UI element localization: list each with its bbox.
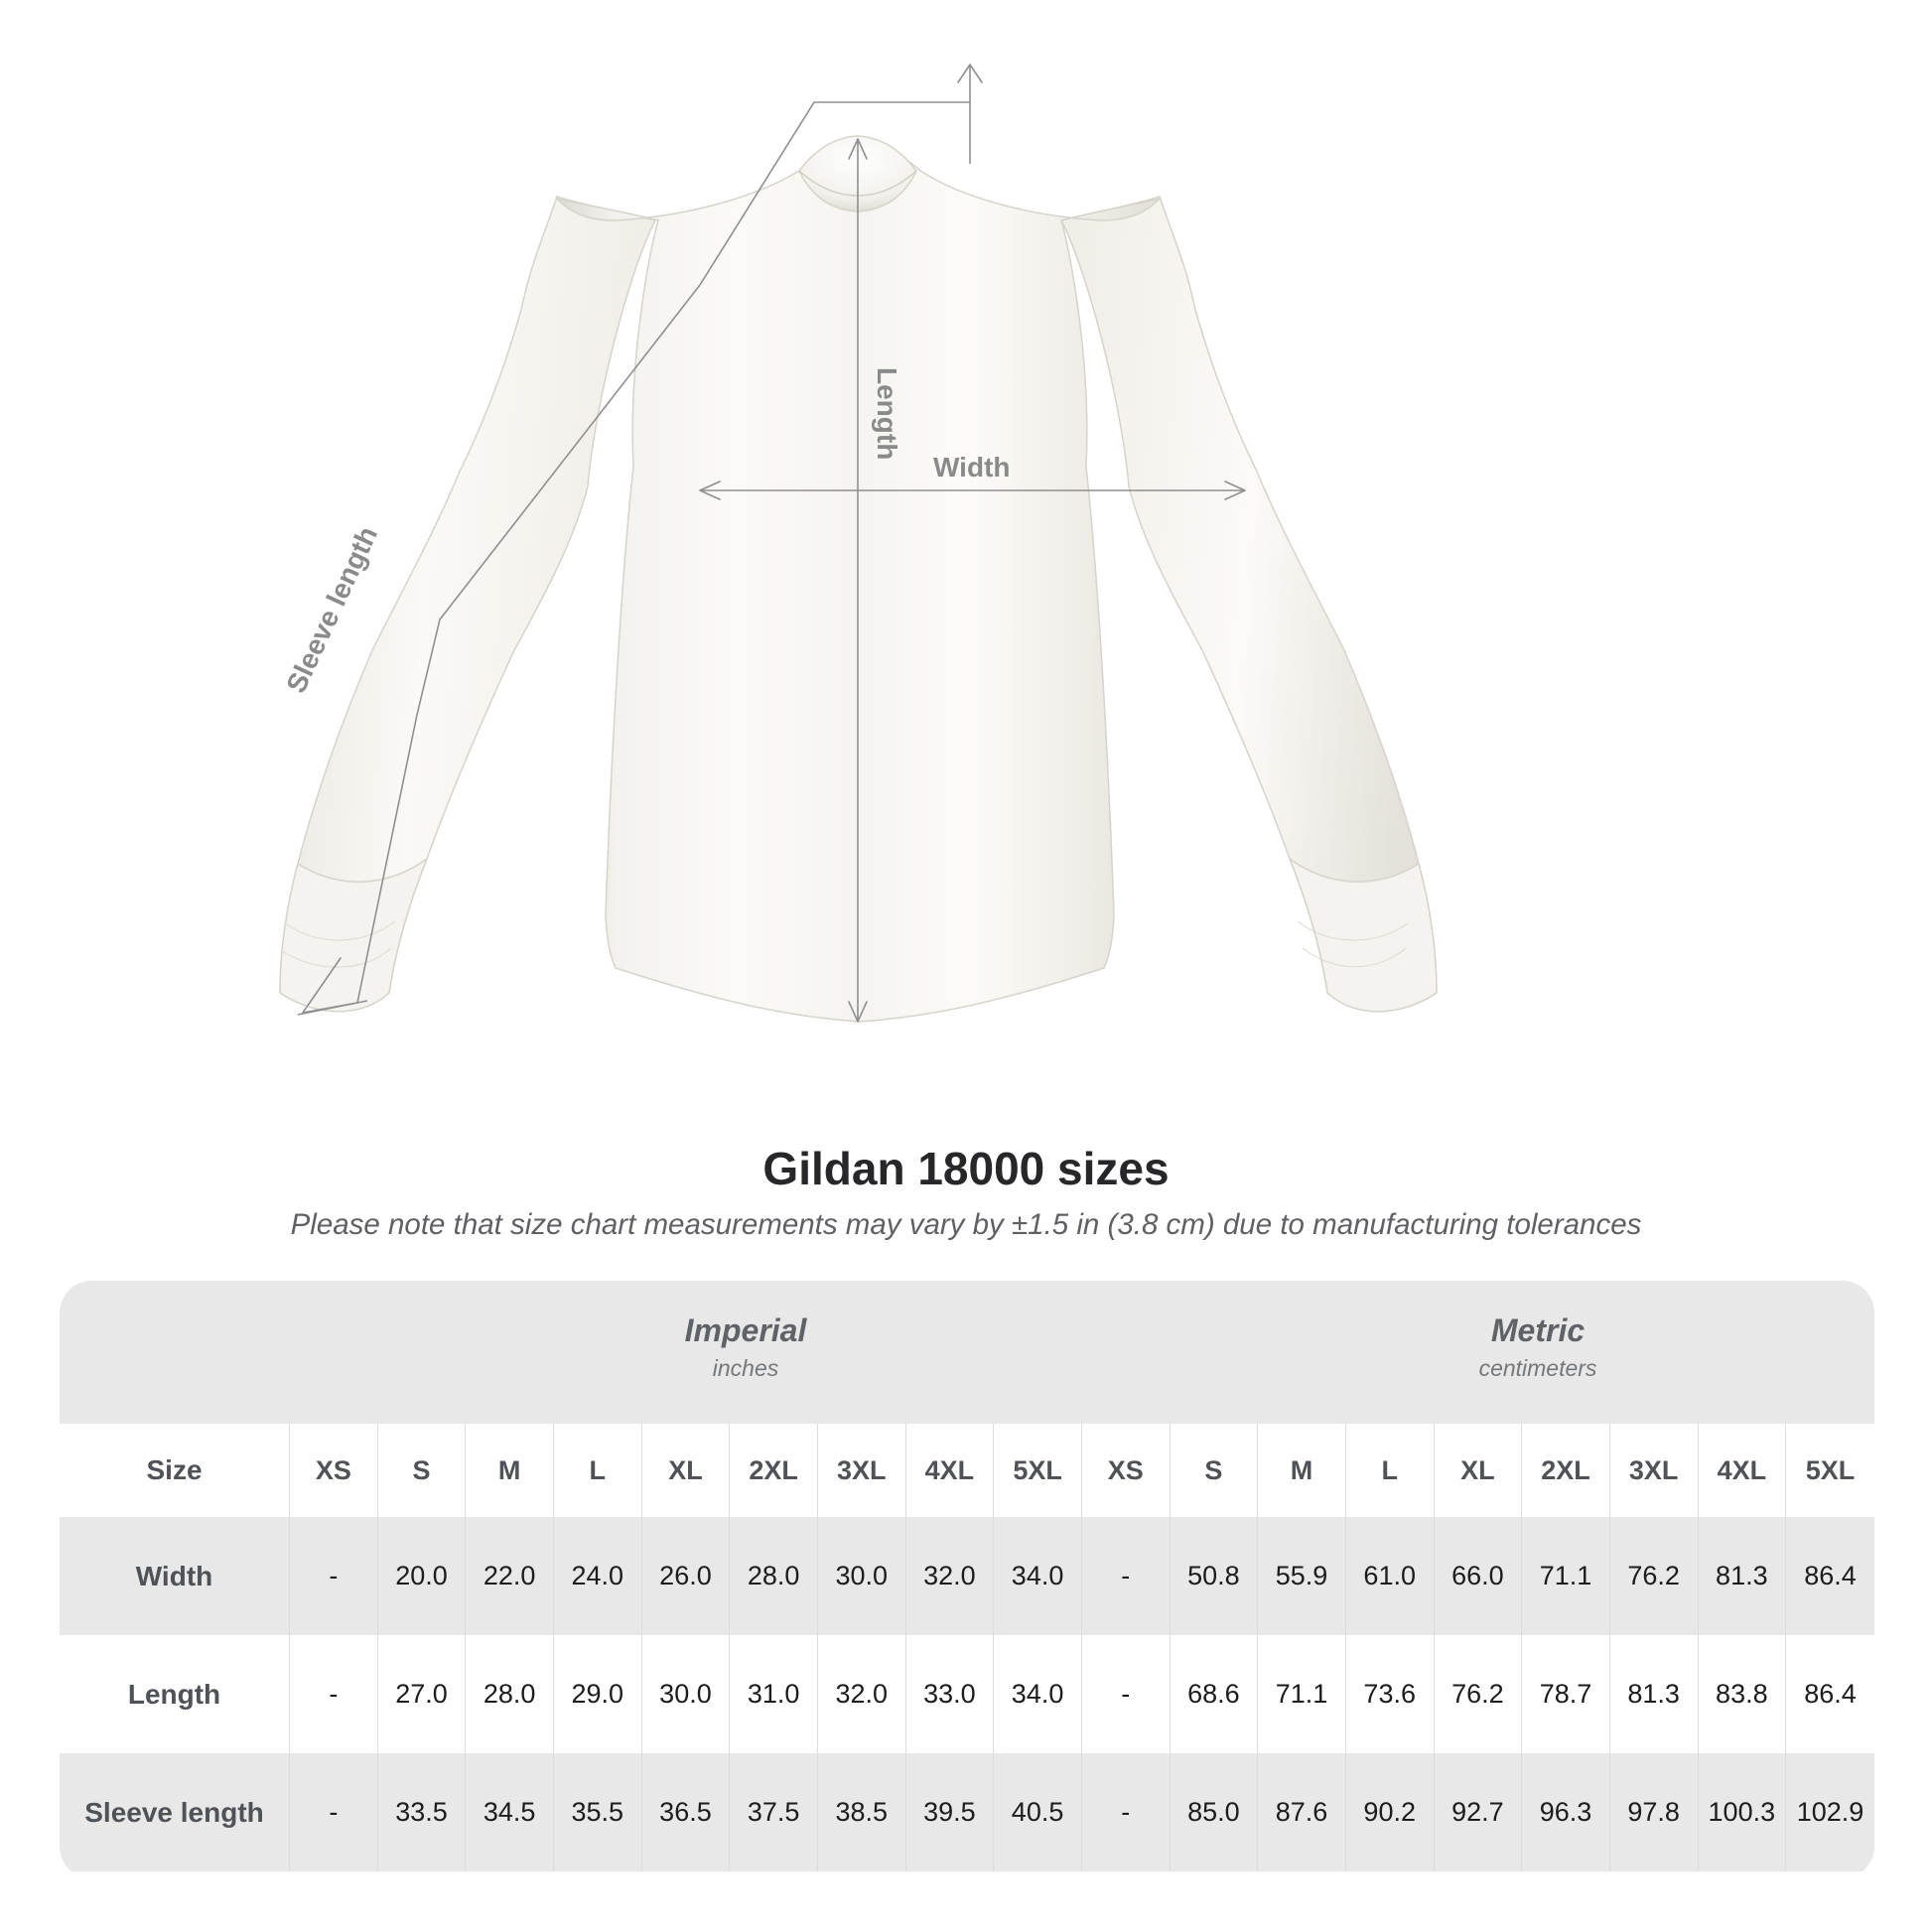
svg-text:Length: Length (872, 367, 902, 460)
svg-text:Width: Width (933, 452, 1011, 483)
